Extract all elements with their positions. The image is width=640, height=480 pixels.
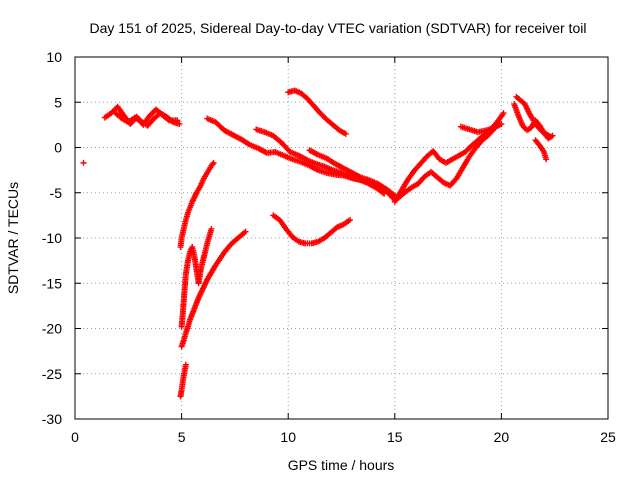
- series-arc-4: [178, 225, 215, 330]
- data-point: [500, 110, 507, 117]
- x-tick-labels: 0 5 10 15 20 25: [71, 429, 616, 445]
- data-point: [242, 228, 249, 235]
- data-point: [492, 124, 499, 131]
- y-tick-label: -15: [42, 275, 62, 291]
- y-tick-label: -20: [42, 321, 62, 337]
- series-arc-2: [112, 110, 183, 129]
- series-arc-16: [511, 101, 556, 142]
- series-arc-3: [177, 159, 217, 251]
- x-tick-label: 20: [494, 429, 510, 445]
- data-point: [208, 225, 215, 232]
- data-point: [80, 159, 87, 166]
- series-arc-17: [532, 137, 550, 163]
- x-tick-label: 15: [387, 429, 403, 445]
- series-arc-7: [204, 115, 398, 203]
- data-point: [549, 132, 556, 139]
- data-point: [498, 120, 505, 127]
- data-point: [210, 159, 217, 166]
- series-arc-8: [253, 126, 388, 197]
- axis-ticks: [74, 56, 609, 420]
- x-tick-label: 0: [71, 429, 79, 445]
- data-point: [347, 216, 354, 223]
- y-axis-label: SDTVAR / TECUs: [5, 182, 21, 294]
- series-arc-5: [178, 228, 249, 350]
- series-arc-13: [396, 120, 505, 201]
- y-tick-labels: -30 -25 -20 -15 -10 -5 0 5 10: [42, 49, 62, 427]
- series-arc-14: [457, 123, 499, 136]
- data-point: [342, 130, 349, 137]
- series-arc-11: [306, 147, 398, 199]
- series-arc-10: [270, 212, 354, 247]
- x-tick-label: 25: [600, 429, 616, 445]
- data-point: [381, 190, 388, 197]
- y-tick-label: -10: [42, 230, 62, 246]
- y-tick-label: -25: [42, 366, 62, 382]
- data-points: [80, 87, 556, 400]
- x-tick-label: 5: [178, 429, 186, 445]
- series-arc-9: [285, 87, 349, 137]
- data-point: [176, 120, 183, 127]
- y-tick-label: 5: [54, 94, 62, 110]
- chart-title: Day 151 of 2025, Sidereal Day-to-day VTE…: [90, 20, 587, 36]
- y-tick-label: -5: [50, 185, 63, 201]
- x-tick-label: 10: [280, 429, 296, 445]
- y-tick-label: 10: [46, 49, 62, 65]
- y-tick-label: 0: [54, 140, 62, 156]
- series-arc-6: [177, 361, 189, 400]
- x-axis-label: GPS time / hours: [288, 457, 395, 473]
- data-point: [182, 361, 189, 368]
- data-point: [543, 156, 550, 163]
- series-isolated: [80, 159, 87, 166]
- y-tick-label: -30: [42, 411, 62, 427]
